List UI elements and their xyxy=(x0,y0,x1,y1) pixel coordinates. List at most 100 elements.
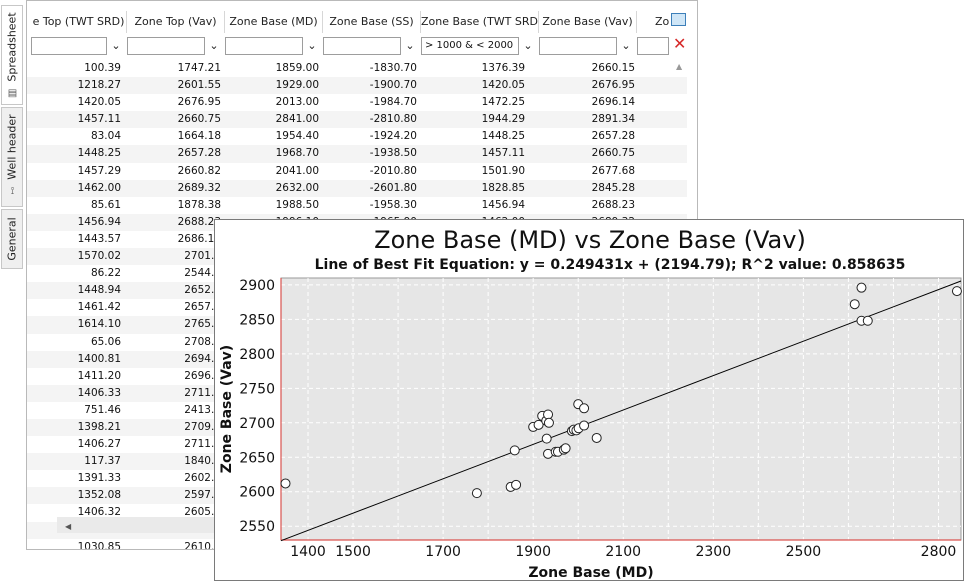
filter-input[interactable] xyxy=(539,37,617,55)
table-cell: 751.46 xyxy=(84,403,121,416)
table-cell: 2652.9 xyxy=(184,284,221,297)
table-cell: 117.37 xyxy=(84,455,121,468)
table-cell: 1988.50 xyxy=(275,198,319,211)
table-row[interactable]: 1411.20 2696.2 xyxy=(27,368,687,385)
table-row[interactable]: 751.46 2413.1 xyxy=(27,402,687,419)
table-row[interactable]: 1457.29 2660.82 2041.00 -2010.80 1501.90 2677… xyxy=(27,163,687,180)
table-cell: 2709.6 xyxy=(184,420,221,433)
table-cell: 1030.85 xyxy=(77,540,121,550)
table-cell: 2605.1 xyxy=(184,506,221,519)
table-cell: -2601.80 xyxy=(369,181,417,194)
filter-input[interactable]: > 1000 & < 2000 xyxy=(421,37,519,55)
chevron-down-icon[interactable]: ⌄ xyxy=(405,39,415,52)
column-header[interactable]: e Top (TWT SRD) xyxy=(31,11,127,33)
table-cell: 1456.94 xyxy=(77,215,121,228)
data-point xyxy=(862,315,873,326)
column-header[interactable]: Zone Base (Vav) xyxy=(539,11,637,33)
table-cell: 2708.2 xyxy=(184,335,221,348)
table-cell: 1456.94 xyxy=(481,198,525,211)
table-cell: 1968.70 xyxy=(275,147,319,160)
tab-spreadsheet[interactable]: Spreadsheet ▤ xyxy=(1,5,23,105)
table-cell: 2602.9 xyxy=(184,472,221,485)
table-row[interactable]: 1462.00 2689.32 2632.00 -2601.80 1828.85 2845… xyxy=(27,179,687,197)
table-row[interactable]: 1420.05 2676.95 2013.00 -1984.70 1472.25 2696… xyxy=(27,94,687,111)
export-chart-icon[interactable] xyxy=(671,13,686,26)
data-point xyxy=(533,419,544,430)
filter-input[interactable] xyxy=(637,37,669,55)
table-cell: 1448.25 xyxy=(481,130,525,143)
table-row[interactable]: 1406.27 2711.7 xyxy=(27,436,687,453)
table-row[interactable]: 1391.33 2602.9 xyxy=(27,470,687,487)
column-header[interactable]: Zone Base (MD) xyxy=(225,11,323,33)
table-row[interactable]: 100.39 1747.21 1859.00 -1830.70 1376.39 2660.… xyxy=(27,60,687,77)
filter-input[interactable] xyxy=(127,37,205,55)
table-cell: 1411.20 xyxy=(77,369,121,382)
x-tick-label: 2300 xyxy=(695,544,731,560)
table-row[interactable]: 1448.25 2657.28 1968.70 -1938.50 1457.11 2660… xyxy=(27,145,687,163)
scroll-up-arrow-icon[interactable]: ▲ xyxy=(676,62,683,71)
y-tick-label: 2750 xyxy=(239,381,275,397)
chevron-down-icon[interactable]: ⌄ xyxy=(523,39,533,52)
table-cell: 2660.82 xyxy=(177,164,221,177)
chevron-down-icon[interactable]: ⌄ xyxy=(111,39,121,52)
chevron-down-icon[interactable]: ⌄ xyxy=(307,39,317,52)
table-cell: 2597.2 xyxy=(184,489,221,502)
table-cell: 2041.00 xyxy=(275,164,319,177)
table-cell: 1878.38 xyxy=(177,198,221,211)
table-cell: 2677.68 xyxy=(591,164,635,177)
table-cell: -2810.80 xyxy=(369,113,417,126)
x-tick-label: 1400 xyxy=(290,544,326,560)
table-cell: 1420.05 xyxy=(77,96,121,109)
table-cell: 1400.81 xyxy=(77,352,121,365)
table-row[interactable]: 1461.42 2657.9 xyxy=(27,299,687,316)
table-cell: 2845.28 xyxy=(591,181,635,194)
table-row[interactable]: 85.61 1878.38 1988.50 -1958.30 1456.94 2688.2… xyxy=(27,197,687,214)
scroll-left-arrow-icon[interactable]: ◀ xyxy=(65,522,72,531)
filter-input[interactable] xyxy=(323,37,401,55)
data-point xyxy=(591,432,602,443)
table-cell: 1828.85 xyxy=(481,181,525,194)
table-cell: 2891.34 xyxy=(591,113,635,126)
tab-well-header[interactable]: Well header ⟟ xyxy=(1,107,23,207)
column-header[interactable]: Zo xyxy=(655,15,670,28)
data-point xyxy=(509,445,520,456)
table-cell: 1406.32 xyxy=(77,506,121,519)
filter-input[interactable] xyxy=(31,37,107,55)
table-cell: 2544.6 xyxy=(184,267,221,280)
table-row[interactable]: 1218.27 2601.55 1929.00 -1900.70 1420.05 2676… xyxy=(27,77,687,95)
spreadsheet-icon: ▤ xyxy=(7,88,18,99)
table-row[interactable]: 83.04 1664.18 1954.40 -1924.20 1448.25 2657.2… xyxy=(27,128,687,145)
table-row[interactable]: 1030.85 2610.5 xyxy=(27,539,687,550)
y-tick-label: 2650 xyxy=(239,450,275,466)
tab-general[interactable]: General xyxy=(1,209,23,269)
table-row[interactable]: 65.06 2708.2 xyxy=(27,334,687,351)
table-row[interactable]: 1406.32 2605.1 xyxy=(27,504,687,521)
table-cell: 1614.10 xyxy=(77,318,121,331)
x-axis-label: Zone Base (MD) xyxy=(528,565,653,581)
column-header[interactable]: Zone Top (Vav) xyxy=(127,11,225,33)
table-cell: 1406.33 xyxy=(77,386,121,399)
filter-input[interactable] xyxy=(225,37,303,55)
horizontal-scrollbar[interactable] xyxy=(57,517,242,533)
chevron-down-icon[interactable]: ⌄ xyxy=(209,39,219,52)
table-cell: 2696.14 xyxy=(591,96,635,109)
table-cell: 2701.8 xyxy=(184,250,221,263)
column-header[interactable]: Zone Base (TWT SRD) xyxy=(421,11,539,33)
column-header[interactable]: Zone Base (SS) xyxy=(323,11,421,33)
table-cell: 86.22 xyxy=(90,267,121,280)
table-cell: 2694.5 xyxy=(184,352,221,365)
table-cell: 1398.21 xyxy=(77,420,121,433)
table-cell: 2610.5 xyxy=(184,540,221,550)
y-tick-label: 2800 xyxy=(239,347,275,363)
y-tick-label: 2900 xyxy=(239,278,275,294)
data-point xyxy=(579,420,590,431)
table-cell: 1501.90 xyxy=(481,164,525,177)
table-row[interactable]: 1457.11 2660.75 2841.00 -2810.80 1944.29 2891… xyxy=(27,111,687,129)
chevron-down-icon[interactable]: ⌄ xyxy=(621,39,631,52)
data-point xyxy=(856,282,867,293)
clear-filter-icon[interactable]: ✕ xyxy=(673,34,687,53)
table-cell: 2657.9 xyxy=(184,301,221,314)
table-row[interactable]: 86.22 2544.6 xyxy=(27,265,687,282)
side-tab-strip: Spreadsheet ▤ Well header ⟟ General xyxy=(0,0,26,581)
table-cell: 1462.00 xyxy=(77,181,121,194)
